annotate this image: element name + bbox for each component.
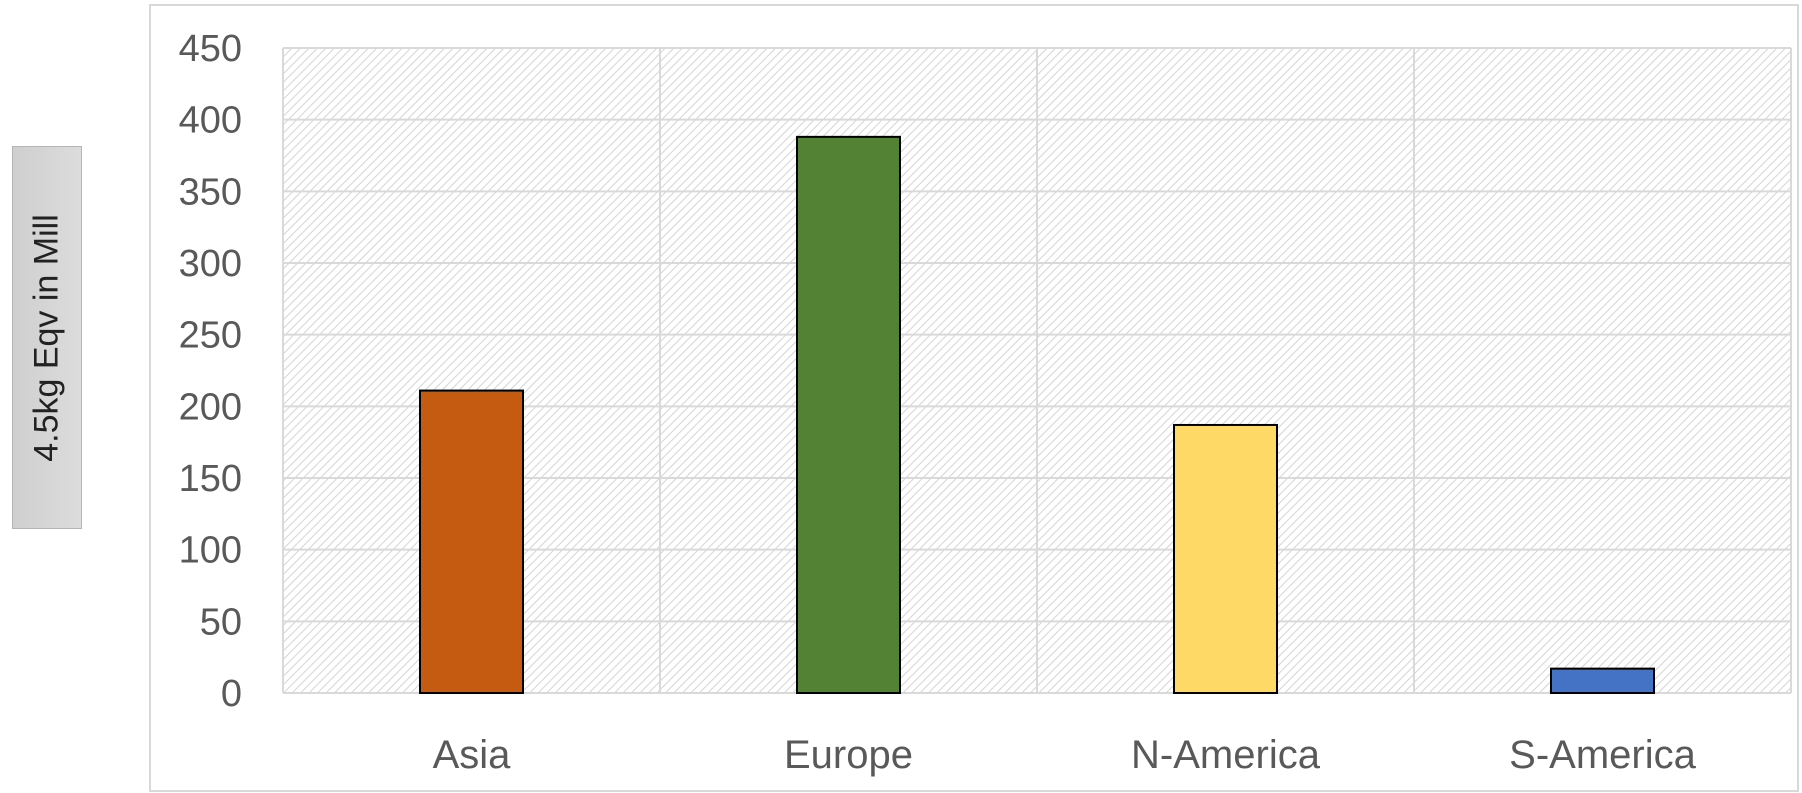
y-tick-label: 200 xyxy=(179,386,242,428)
y-tick-label: 150 xyxy=(179,458,242,500)
gridlines xyxy=(282,47,1792,694)
y-tick-label: 300 xyxy=(179,243,242,285)
bar-europe xyxy=(796,135,901,695)
bars xyxy=(419,135,1655,695)
x-tick-label: N-America xyxy=(1131,733,1321,777)
x-axis-ticks: Asia Europe N-America S-America xyxy=(433,733,1697,777)
y-axis-ticks: 0 50 100 150 200 250 300 350 400 450 xyxy=(179,28,242,715)
y-tick-label: 50 xyxy=(200,601,242,643)
y-axis-label-box: 4.5kg Eqv in Mill xyxy=(12,146,82,529)
x-tick-label: S-America xyxy=(1509,733,1696,777)
bar-asia xyxy=(419,389,524,694)
x-tick-label: Asia xyxy=(433,733,512,777)
x-tick-label: Europe xyxy=(784,733,913,777)
bar-n-america xyxy=(1173,423,1278,694)
y-tick-label: 0 xyxy=(221,673,242,715)
y-tick-label: 400 xyxy=(179,100,242,142)
y-tick-label: 450 xyxy=(179,28,242,70)
y-tick-label: 350 xyxy=(179,171,242,213)
y-tick-label: 100 xyxy=(179,530,242,572)
y-tick-label: 250 xyxy=(179,315,242,357)
bar-s-america xyxy=(1550,667,1655,695)
